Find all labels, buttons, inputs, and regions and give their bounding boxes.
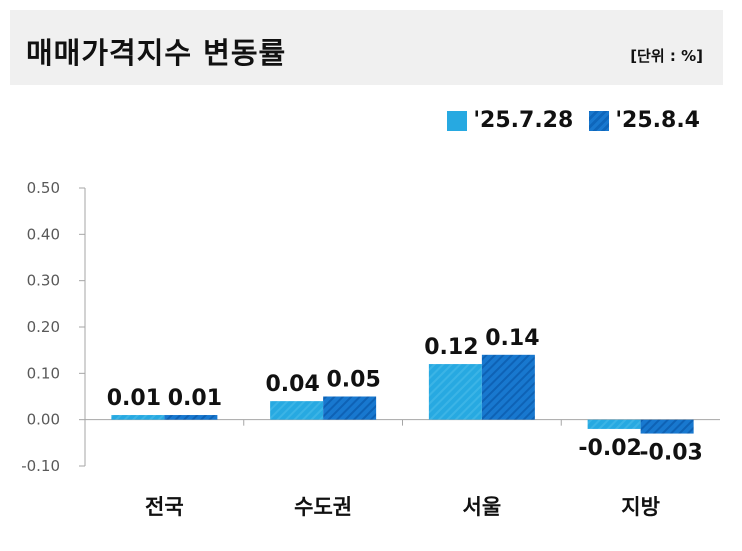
legend-swatch-series1 bbox=[447, 110, 468, 131]
bar-series1 bbox=[111, 415, 165, 420]
legend-label-series1: '25.7.28 bbox=[473, 108, 574, 133]
legend-item-series2: '25.8.4 bbox=[589, 108, 700, 133]
y-tick-label: 0.20 bbox=[27, 318, 60, 336]
x-tick-label: 전국 bbox=[145, 495, 184, 519]
y-tick-label: 0.10 bbox=[27, 364, 60, 382]
x-tick-label: 서울 bbox=[463, 495, 502, 519]
bar-series1 bbox=[587, 419, 641, 429]
data-label: 0.01 bbox=[107, 386, 161, 411]
bars bbox=[111, 354, 694, 434]
y-tick-label: 0.30 bbox=[27, 272, 60, 290]
y-tick-label: -0.10 bbox=[21, 457, 60, 475]
data-label: -0.02 bbox=[578, 436, 641, 461]
unit-label: [단위 : %] bbox=[630, 47, 703, 65]
legend-label-series2: '25.8.4 bbox=[615, 108, 700, 133]
bar-series2 bbox=[481, 354, 535, 420]
bar-series1 bbox=[270, 401, 324, 420]
data-label: -0.03 bbox=[639, 441, 702, 466]
y-tick-label: 0.00 bbox=[27, 411, 60, 429]
legend: '25.7.28 '25.8.4 bbox=[447, 108, 700, 133]
axes: 0.50 0.40 0.30 0.20 0.10 0.00 -0.10 bbox=[21, 179, 720, 475]
y-tick-label: 0.50 bbox=[27, 179, 60, 197]
legend-swatch-series2 bbox=[589, 110, 610, 131]
title-bar: 매매가격지수 변동률 [단위 : %] bbox=[10, 10, 723, 85]
y-tick-label: 0.40 bbox=[27, 225, 60, 243]
data-label: 0.12 bbox=[424, 335, 478, 360]
chart-title: 매매가격지수 변동률 bbox=[26, 36, 287, 70]
bar-series1 bbox=[428, 364, 482, 420]
legend-item-series1: '25.7.28 bbox=[447, 108, 573, 133]
x-tick-label: 수도권 bbox=[294, 495, 352, 519]
bar-series2 bbox=[640, 419, 694, 434]
data-label: 0.01 bbox=[168, 386, 222, 411]
bar-series2 bbox=[323, 396, 377, 420]
data-labels: 0.01 0.01 0.04 0.05 0.12 0.14 -0.02-0.03 bbox=[107, 326, 703, 466]
data-label: 0.04 bbox=[265, 372, 319, 397]
data-label: 0.14 bbox=[485, 326, 539, 351]
x-tick-label: 지방 bbox=[621, 495, 660, 519]
x-tick-labels: 전국 수도권 서울 지방 bbox=[145, 495, 660, 519]
bar-series2 bbox=[164, 415, 218, 420]
data-label: 0.05 bbox=[326, 368, 380, 393]
